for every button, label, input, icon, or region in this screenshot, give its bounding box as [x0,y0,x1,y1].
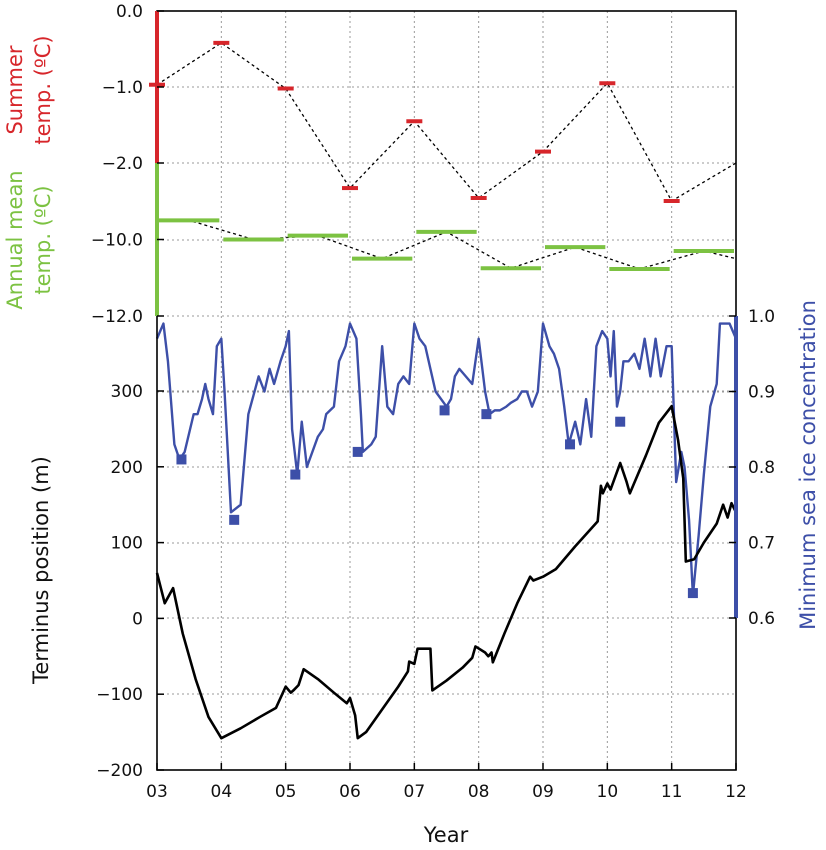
terminus-tick-label: 0 [132,609,143,629]
annual-axis-title-line2: temp. (ºC) [31,185,55,294]
annual-tick-label: −10.0 [91,231,143,251]
sea-ice-minimum-marker [290,469,301,480]
terminus-axis-title: Terminus position (m) [29,456,53,685]
x-tick-label: 09 [532,782,554,802]
sea-ice-tick-label: 0.6 [748,609,775,629]
terminus-tick-label: 300 [111,382,143,402]
x-tick-label: 07 [404,782,426,802]
sea-ice-minimum-marker [615,416,626,427]
sea-ice-minimum-marker [565,439,576,450]
annual-trend-line [157,219,737,270]
x-tick-label: 06 [339,782,361,802]
terminus-tick-label: 100 [111,534,143,554]
axis-layer: 0.0 −1.0 −2.0 −10.0 −12.0 300 200 100 0 −100 −200 1… [91,2,775,802]
summer-tick-label: 0.0 [116,2,143,22]
summer-axis-title-line1: Summer [3,45,27,134]
sea-ice-tick-label: 0.8 [748,458,775,478]
x-tick-label: 08 [468,782,490,802]
sea-ice-tick-label: 0.9 [748,383,775,403]
sea-ice-line [155,322,738,597]
sea-ice-minimum-marker [687,588,698,599]
sea-ice-tick-label: 0.7 [748,534,775,554]
sea-ice-minimum-marker [439,405,450,416]
sea-ice-axis-title: Minimum sea ice concentration [796,300,820,630]
x-tick-label: 03 [146,782,168,802]
sea-ice-minimum-marker [176,454,187,465]
annual-axis-title-line1: Annual mean [3,170,27,309]
x-tick-label: 11 [661,782,683,802]
summer-axis-title-line2: temp. (ºC) [31,35,55,144]
sea-ice-minimum-marker [352,446,363,457]
summer-tick-label: −1.0 [102,78,143,98]
sea-ice-tick-label: 1.0 [748,307,775,327]
series-layer [149,40,738,740]
terminus-tick-label: −200 [96,761,143,781]
sea-ice-minimum-marker [481,409,492,420]
x-tick-label: 10 [597,782,619,802]
terminus-line [155,404,738,740]
x-tick-label: 12 [725,782,747,802]
annual-tick-label: −12.0 [91,307,143,327]
trend-layer [156,42,737,270]
x-tick-label: 05 [275,782,297,802]
sea-ice-minimum-marker [229,514,240,525]
terminus-tick-label: −100 [96,685,143,705]
terminus-tick-label: 200 [111,458,143,478]
summer-tick-label: −2.0 [102,154,143,174]
summer-trend-line [156,42,737,202]
x-axis-title: Year [423,823,469,847]
x-tick-label: 04 [211,782,233,802]
grid-layer [156,10,737,771]
